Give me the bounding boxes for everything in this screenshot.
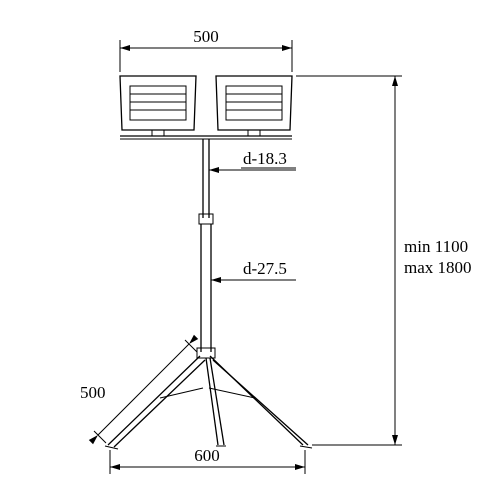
dim-leg-length: 500 <box>80 335 198 444</box>
floodlight-right <box>216 76 292 130</box>
pole-coupler <box>199 214 213 224</box>
dim-bottom-width-label: 600 <box>194 446 220 465</box>
dim-lower-diameter-label: d-27.5 <box>243 259 287 278</box>
dim-lower-diameter: d-27.5 <box>211 259 296 283</box>
tripod-legs <box>105 356 312 449</box>
dim-leg-length-label: 500 <box>80 383 106 402</box>
dim-height: min 1100 max 1800 <box>296 76 472 445</box>
crossbar <box>120 130 292 139</box>
tripod-floodlight-drawing: 500 600 min 1100 max 1800 d-18.3 d-27.5 <box>0 0 500 500</box>
lower-pole <box>201 224 211 352</box>
dim-top-width: 500 <box>120 27 292 72</box>
dim-top-width-label: 500 <box>193 27 219 46</box>
dim-upper-diameter-label: d-18.3 <box>243 149 287 168</box>
dim-bottom-width: 600 <box>110 446 305 474</box>
dim-upper-diameter: d-18.3 <box>209 149 296 173</box>
upper-pole <box>203 139 209 218</box>
dim-height-max-label: max 1800 <box>404 258 472 277</box>
floodlight-left <box>120 76 196 130</box>
dim-height-min-label: min 1100 <box>404 237 468 256</box>
